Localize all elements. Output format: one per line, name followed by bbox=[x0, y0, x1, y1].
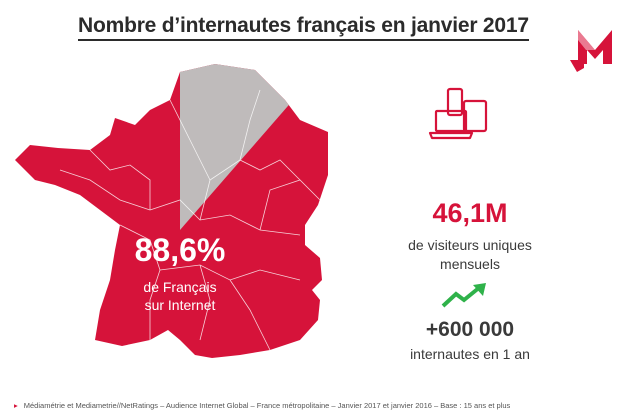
visitors-caption-line1: de visiteurs uniques bbox=[408, 237, 532, 253]
percent-online: 88,6% bbox=[134, 232, 226, 268]
growth-value: +600 000 bbox=[425, 318, 515, 341]
devices-icon bbox=[428, 87, 488, 140]
source-note: ▸ Médiamétrie et Mediametrie//NetRatings … bbox=[14, 401, 634, 410]
visitors-caption-line2: mensuels bbox=[440, 256, 500, 272]
pie-slice-autres bbox=[180, 64, 328, 230]
growth-caption: internautes en 1 an bbox=[410, 346, 530, 362]
bullet-icon: ▸ bbox=[14, 401, 18, 410]
percent-caption: de Français sur Internet bbox=[110, 278, 250, 314]
brand-logo-icon bbox=[570, 30, 612, 72]
source-text: Médiamétrie et Mediametrie//NetRatings –… bbox=[23, 401, 511, 410]
page-title: Nombre d’internautes français en janvier… bbox=[78, 14, 529, 41]
visitors-value: 46,1M bbox=[432, 198, 508, 228]
visitors-caption: de visiteurs uniques mensuels bbox=[360, 236, 580, 274]
trend-up-icon bbox=[441, 283, 486, 308]
percent-caption-line1: de Français bbox=[143, 279, 217, 295]
percent-caption-line2: sur Internet bbox=[144, 297, 216, 313]
